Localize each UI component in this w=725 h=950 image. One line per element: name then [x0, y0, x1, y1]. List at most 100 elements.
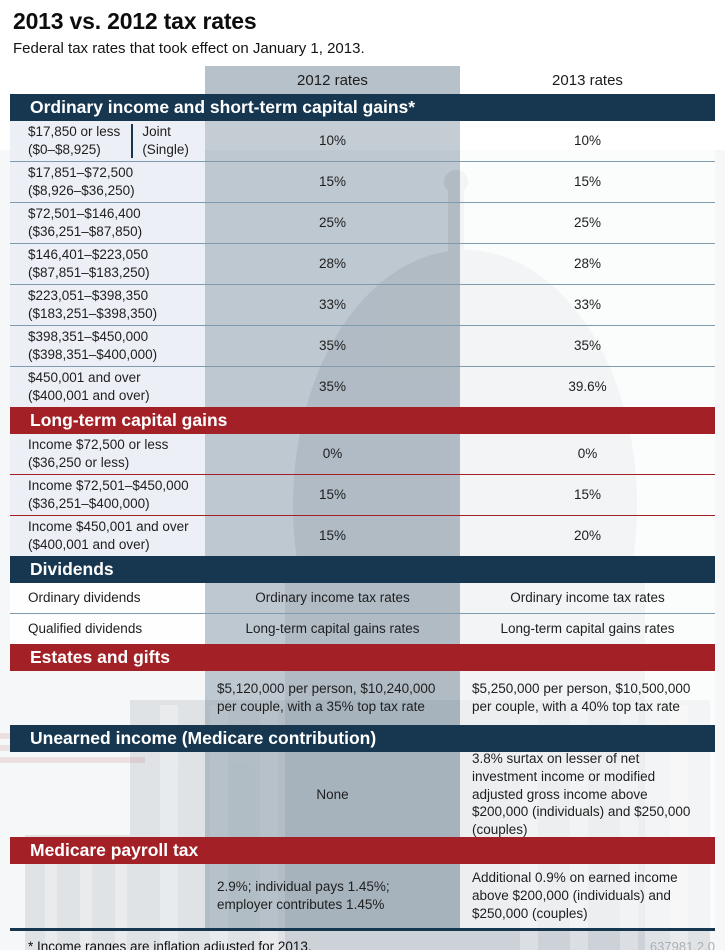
bracket-label [10, 671, 205, 725]
ltcg-row-1: Income $72,500 or less ($36,250 or less) 0… [10, 434, 715, 474]
label-line: $72,501–$146,400 [28, 206, 141, 222]
section-body-unearned: None 3.8% surtax on lesser of net investm… [10, 751, 715, 837]
section-title-dividends: Dividends [30, 559, 114, 579]
label-line: Income $72,500 or less [28, 437, 169, 453]
section-body-medicare: 2.9%; individual pays 1.45%; employer co… [10, 864, 715, 928]
label-lines: $17,850 or less ($0–$8,925) [28, 123, 120, 159]
label-line: ($400,001 and over) [28, 388, 150, 403]
section-body-ordinary: $17,850 or less ($0–$8,925) Joint (Single) 1… [10, 121, 715, 407]
label-with-filing-tag: $17,850 or less ($0–$8,925) Joint (Single) [28, 123, 205, 159]
filing-status-tag: Joint (Single) [142, 123, 189, 159]
estates-row-1: $5,120,000 per person, $10,240,000 per c… [10, 671, 715, 725]
label-line: Qualified dividends [28, 621, 143, 637]
ordinary-row-1: $17,850 or less ($0–$8,925) Joint (Single) 1… [10, 121, 715, 161]
bracket-label: $398,351–$450,000 ($398,351–$400,000) [10, 326, 205, 366]
label-line: ($183,251–$398,350) [28, 306, 158, 321]
section-header-ltcg: Long-term capital gains [10, 407, 715, 434]
column-header-spacer [10, 66, 205, 94]
value-2013: 0% [460, 434, 715, 474]
section-title-medicare: Medicare payroll tax [30, 840, 199, 860]
ordinary-row-3: $72,501–$146,400 ($36,251–$87,850) 25% 25% [10, 202, 715, 243]
page-subtitle: Federal tax rates that took effect on Ja… [13, 40, 365, 57]
bracket-label: $17,851–$72,500 ($8,926–$36,250) [10, 162, 205, 202]
value-2013: 20% [460, 516, 715, 556]
bracket-label: Qualified dividends [10, 614, 205, 644]
section-title-ltcg: Long-term capital gains [30, 410, 228, 430]
value-2012: 0% [205, 434, 460, 474]
tag-line: Joint [142, 124, 171, 140]
value-2012: 35% [205, 326, 460, 366]
ordinary-row-7: $450,001 and over ($400,001 and over) 35% 3… [10, 366, 715, 407]
value-2012: 35% [205, 367, 460, 407]
section-header-ordinary: Ordinary income and short-term capital g… [10, 94, 715, 121]
document-id: 637981.2.0 [649, 939, 715, 950]
bracket-label: $450,001 and over ($400,001 and over) [10, 367, 205, 407]
label-line: $17,850 or less [28, 124, 121, 140]
value-2013: 33% [460, 285, 715, 325]
footnote: * Income ranges are inflation adjusted f… [28, 939, 312, 950]
value-2012: Ordinary income tax rates [205, 583, 460, 613]
bracket-label: $223,051–$398,350 ($183,251–$398,350) [10, 285, 205, 325]
ordinary-row-6: $398,351–$450,000 ($398,351–$400,000) 35% 3… [10, 325, 715, 366]
value-2013: 15% [460, 162, 715, 202]
section-body-dividends: Ordinary dividends Ordinary income tax ra… [10, 583, 715, 644]
value-2013: Long-term capital gains rates [460, 614, 715, 644]
value-2012: 10% [205, 121, 460, 161]
value-2013: $5,250,000 per person, $10,500,000 per c… [460, 671, 715, 725]
bracket-label: Income $450,001 and over ($400,001 and ov… [10, 516, 205, 556]
bracket-label: $72,501–$146,400 ($36,251–$87,850) [10, 203, 205, 243]
page-title: 2013 vs. 2012 tax rates [13, 8, 257, 34]
bracket-label: $146,401–$223,050 ($87,851–$183,250) [10, 244, 205, 284]
label-line: ($36,251–$87,850) [28, 224, 143, 239]
page-footer: * Income ranges are inflation adjusted f… [0, 931, 725, 950]
value-2012: 15% [205, 516, 460, 556]
section-header-dividends: Dividends [10, 556, 715, 583]
value-2012: Long-term capital gains rates [205, 614, 460, 644]
ordinary-row-4: $146,401–$223,050 ($87,851–$183,250) 28% 28… [10, 243, 715, 284]
ordinary-row-5: $223,051–$398,350 ($183,251–$398,350) 33% 3… [10, 284, 715, 325]
value-2012: 33% [205, 285, 460, 325]
bracket-label: $17,850 or less ($0–$8,925) Joint (Single) [10, 121, 205, 161]
filing-tag-divider-bar [131, 124, 134, 158]
section-header-unearned: Unearned income (Medicare contribution) [10, 725, 715, 752]
label-line: $398,351–$450,000 [28, 329, 149, 345]
value-2012: 28% [205, 244, 460, 284]
value-2013: 28% [460, 244, 715, 284]
value-2013: Additional 0.9% on earned income above $… [460, 864, 715, 928]
bracket-label: Ordinary dividends [10, 583, 205, 613]
value-2013: 15% [460, 475, 715, 515]
ltcg-row-3: Income $450,001 and over ($400,001 and ov… [10, 515, 715, 556]
value-2012: 15% [205, 475, 460, 515]
label-line: ($36,251–$400,000) [28, 496, 150, 511]
value-2013: 39.6% [460, 367, 715, 407]
section-header-medicare: Medicare payroll tax [10, 837, 715, 864]
label-line: ($398,351–$400,000) [28, 347, 158, 362]
label-line: Income $450,001 and over [28, 519, 189, 535]
column-headers: 2012 rates 2013 rates [10, 66, 715, 94]
value-2012: $5,120,000 per person, $10,240,000 per c… [205, 671, 460, 725]
ltcg-row-2: Income $72,501–$450,000 ($36,251–$400,000… [10, 474, 715, 515]
value-2012: 15% [205, 162, 460, 202]
section-title-estates: Estates and gifts [30, 647, 171, 667]
dividends-row-1: Ordinary dividends Ordinary income tax ra… [10, 583, 715, 613]
tax-table: Ordinary income and short-term capital g… [10, 94, 715, 928]
value-2013: Ordinary income tax rates [460, 583, 715, 613]
bracket-label [10, 752, 205, 837]
value-2012: None [205, 752, 460, 837]
section-header-estates: Estates and gifts [10, 644, 715, 671]
label-line: ($0–$8,925) [28, 142, 101, 157]
medicare-row-1: 2.9%; individual pays 1.45%; employer co… [10, 864, 715, 928]
label-line: ($400,001 and over) [28, 537, 150, 552]
label-line: ($87,851–$183,250) [28, 265, 150, 280]
value-2012: 2.9%; individual pays 1.45%; employer co… [205, 864, 460, 928]
bottom-rule [10, 928, 715, 931]
value-2013: 3.8% surtax on lesser of net investment … [460, 751, 715, 837]
dividends-row-2: Qualified dividends Long-term capital gai… [10, 613, 715, 644]
value-2013: 25% [460, 203, 715, 243]
label-line: ($8,926–$36,250) [28, 183, 135, 198]
unearned-row-1: None 3.8% surtax on lesser of net investm… [10, 751, 715, 837]
section-body-estates: $5,120,000 per person, $10,240,000 per c… [10, 671, 715, 725]
label-line: ($36,250 or less) [28, 455, 130, 470]
section-title-ordinary: Ordinary income and short-term capital g… [30, 97, 416, 117]
